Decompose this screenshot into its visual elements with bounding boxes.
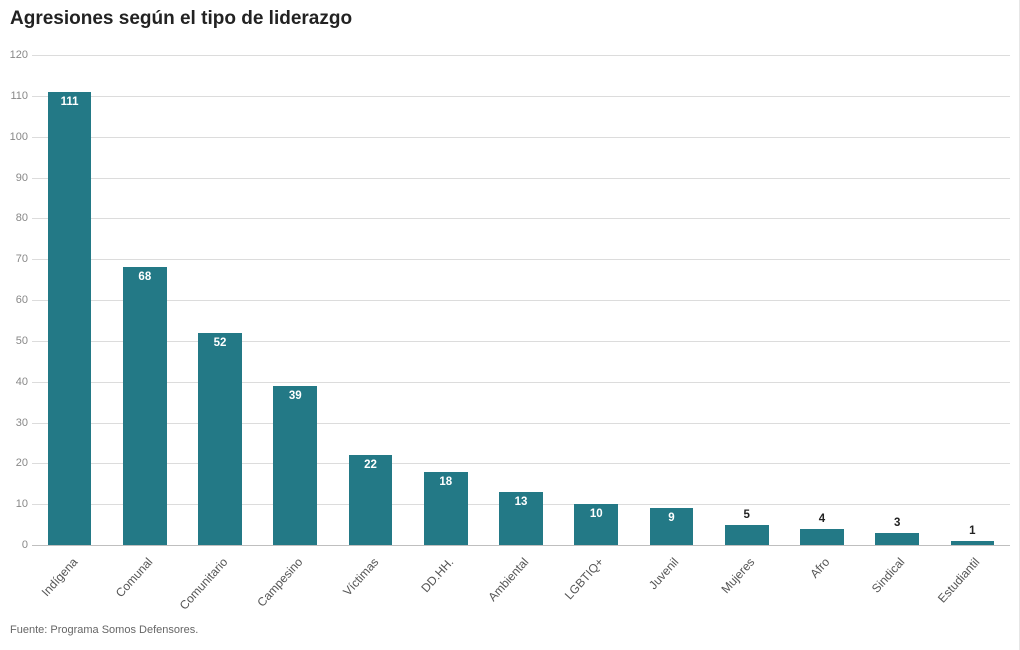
bar-value-label: 52 [198,337,242,349]
x-tick-label: Campesino [255,555,306,609]
gridline [32,463,1010,464]
gridline [32,300,1010,301]
bar: 13 [499,492,543,545]
y-tick-label: 10 [0,498,28,510]
bar-value-label: 1 [951,525,995,537]
y-tick-label: 30 [0,417,28,429]
x-tick-label: Juvenil [646,555,681,592]
y-tick-label: 60 [0,294,28,306]
chart-container: Agresiones según el tipo de liderazgo 0 1… [0,0,1020,650]
x-tick-label: DD.HH. [418,555,456,595]
x-tick-label: Víctimas [340,555,381,599]
bar: 22 [349,455,393,545]
gridline [32,178,1010,179]
gridline [32,218,1010,219]
y-tick-label: 120 [0,49,28,61]
bar: 10 [574,504,618,545]
y-tick-label: 80 [0,212,28,224]
y-tick-label: 90 [0,172,28,184]
gridline [32,259,1010,260]
bar-value-label: 3 [875,517,919,529]
y-tick-label: 100 [0,131,28,143]
plot-area: 0102030405060708090100110120111Indígena6… [32,55,1010,545]
gridline [32,341,1010,342]
bar: 52 [198,333,242,545]
bar: 3 [875,533,919,545]
bar-value-label: 13 [499,496,543,508]
x-tick-label: Indígena [38,555,80,599]
x-tick-label: Estudiantil [935,555,982,606]
bar-value-label: 4 [800,513,844,525]
chart-source: Fuente: Programa Somos Defensores. [10,624,198,636]
y-tick-label: 20 [0,457,28,469]
bar-value-label: 111 [48,96,92,108]
bar: 4 [800,529,844,545]
y-tick-label: 70 [0,253,28,265]
gridline [32,55,1010,56]
bar-value-label: 18 [424,476,468,488]
x-tick-label: Ambiental [485,555,531,604]
bar: 9 [650,508,694,545]
bar-value-label: 22 [349,459,393,471]
y-tick-label: 110 [0,90,28,102]
bar: 1 [951,541,995,545]
y-tick-label: 40 [0,376,28,388]
bar-value-label: 5 [725,509,769,521]
gridline [32,137,1010,138]
gridline [32,382,1010,383]
bar: 68 [123,267,167,545]
bar: 18 [424,472,468,546]
x-tick-label: Mujeres [718,555,757,596]
x-tick-label: Sindical [869,555,908,596]
x-tick-label: Afro [807,555,832,581]
bar-value-label: 10 [574,508,618,520]
bar-value-label: 9 [650,512,694,524]
y-tick-label: 0 [0,539,28,551]
x-tick-label: LGBTIQ+ [562,555,607,602]
gridline [32,423,1010,424]
bar-value-label: 68 [123,271,167,283]
gridline [32,545,1010,546]
bar: 111 [48,92,92,545]
y-tick-label: 50 [0,335,28,347]
bar: 39 [273,386,317,545]
chart-title: Agresiones según el tipo de liderazgo [10,8,352,30]
x-tick-label: Comunal [113,555,156,600]
bar-value-label: 39 [273,390,317,402]
bar: 5 [725,525,769,545]
gridline [32,96,1010,97]
x-tick-label: Comunitario [177,555,231,612]
